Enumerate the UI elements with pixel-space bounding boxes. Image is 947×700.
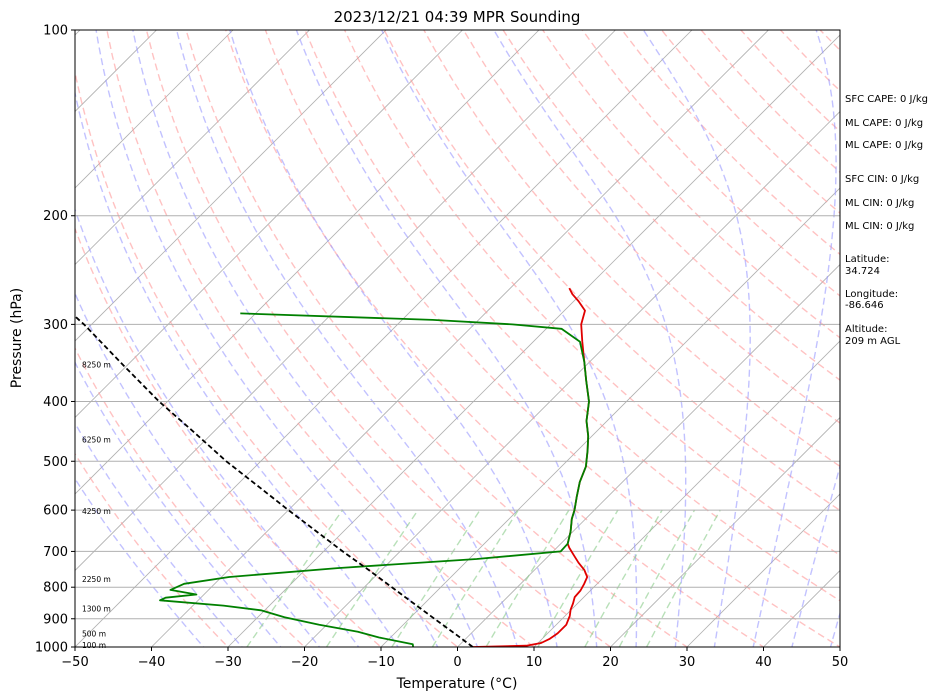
x-tick-label: 10 xyxy=(526,655,543,670)
isotherm-line xyxy=(75,30,464,419)
moist-adiabat-line xyxy=(95,30,439,647)
y-tick-label: 1000 xyxy=(35,641,68,656)
chart-title: 2023/12/21 04:39 MPR Sounding xyxy=(334,8,581,26)
dry-adiabat-line xyxy=(462,30,840,424)
dry-adiabat-line xyxy=(75,452,229,647)
moist-adiabat-line xyxy=(791,463,840,647)
moist-adiabat-line xyxy=(75,477,205,647)
x-axis: −50 −40 −30 −20 −10 0 10 20 30 40 50 xyxy=(61,647,848,670)
y-tick-label: 700 xyxy=(43,545,68,560)
moist-adiabat-line xyxy=(295,30,598,647)
moist-adiabat-line xyxy=(132,30,479,647)
x-tick-label: −30 xyxy=(214,655,241,670)
y-axis-label: Pressure (hPa) xyxy=(9,288,25,388)
sfc-cape-text: SFC CAPE: 0 J/kg xyxy=(845,94,928,105)
background-lines xyxy=(75,16,947,660)
altitude-label: Altitude: xyxy=(845,324,887,335)
dry-adiabat-line xyxy=(939,30,947,660)
moist-adiabat-line xyxy=(829,610,840,647)
altitude-markers: 100 m 500 m 1300 m 2250 m 4250 m 6250 m 8250 m xyxy=(82,360,111,650)
moist-adiabat-line xyxy=(175,30,519,647)
latitude-label: Latitude: xyxy=(845,254,890,265)
altitude-marker-label: 8250 m xyxy=(82,360,111,369)
x-tick-label: −50 xyxy=(61,655,88,670)
ml-cape-text-2: ML CAPE: 0 J/kg xyxy=(845,140,923,151)
x-tick-label: 0 xyxy=(453,655,461,670)
x-tick-label: 40 xyxy=(755,655,772,670)
ml-cape-text: ML CAPE: 0 J/kg xyxy=(845,118,923,129)
moist-adiabat-line xyxy=(229,30,558,647)
altitude-marker-label: 4250 m xyxy=(82,507,111,516)
altitude-marker-label: 2250 m xyxy=(82,575,111,584)
isotherm-line xyxy=(303,110,840,647)
isotherm-line xyxy=(686,493,840,647)
altitude-marker-label: 100 m xyxy=(82,641,106,650)
moist-adiabat-line xyxy=(642,30,751,647)
y-tick-label: 300 xyxy=(43,318,68,333)
moist-adiabat-line xyxy=(75,421,243,647)
longitude-value: -86.646 xyxy=(845,300,884,311)
y-tick-label: 900 xyxy=(43,612,68,627)
isotherm-line xyxy=(609,416,840,647)
longitude-label: Longitude: xyxy=(845,289,898,300)
ml-cin-text: ML CIN: 0 J/kg xyxy=(845,198,914,209)
isotherm-line xyxy=(75,30,693,647)
sounding-series xyxy=(75,287,590,647)
dry-adiabat-line xyxy=(383,30,840,512)
pressure-gridlines xyxy=(75,29,840,648)
plot-area xyxy=(75,30,840,647)
moist-adiabat-line xyxy=(75,360,282,647)
dry-adiabat-line xyxy=(185,30,689,647)
x-tick-label: 20 xyxy=(602,655,619,670)
x-axis-label: Temperature (°C) xyxy=(396,676,518,692)
y-tick-label: 600 xyxy=(43,504,68,519)
moist-adiabat-line xyxy=(75,89,399,647)
y-axis: 100 200 300 400 500 600 700 800 900 1000 xyxy=(35,24,75,656)
moist-adiabat-line xyxy=(75,207,360,647)
side-panel: SFC CAPE: 0 J/kg ML CAPE: 0 J/kg ML CAPE… xyxy=(845,94,928,347)
isotherm-line xyxy=(75,30,540,495)
y-tick-label: 500 xyxy=(43,455,68,470)
dry-adiabat-line xyxy=(423,30,840,468)
y-tick-label: 800 xyxy=(43,581,68,596)
x-tick-label: −10 xyxy=(367,655,394,670)
isotherm-line xyxy=(75,30,234,189)
isotherm-line xyxy=(380,187,840,647)
altitude-marker-label: 500 m xyxy=(82,630,106,639)
ml-cin-text-2: ML CIN: 0 J/kg xyxy=(845,221,914,232)
isotherm-line xyxy=(75,30,387,342)
x-tick-label: 50 xyxy=(832,655,849,670)
dry-adiabat-line xyxy=(304,30,840,602)
dry-adiabat-line xyxy=(502,30,840,382)
dewpoint-line xyxy=(159,312,590,647)
altitude-value: 209 m AGL xyxy=(845,336,901,347)
x-tick-label: −40 xyxy=(138,655,165,670)
dry-adiabat-line xyxy=(225,30,765,647)
isotherm-line xyxy=(75,30,311,266)
sfc-cin-text: SFC CIN: 0 J/kg xyxy=(845,174,919,185)
y-tick-label: 400 xyxy=(43,395,68,410)
x-tick-label: −20 xyxy=(291,655,318,670)
moist-adiabat-line xyxy=(752,30,837,647)
isotherm-line xyxy=(75,30,617,572)
dry-adiabat-line xyxy=(145,30,612,647)
parcel-path-line xyxy=(75,315,474,647)
dry-adiabat-line xyxy=(343,30,840,556)
altitude-marker-label: 6250 m xyxy=(82,436,111,445)
latitude-value: 34.724 xyxy=(845,266,880,277)
moist-adiabat-line xyxy=(75,291,321,647)
y-tick-label: 200 xyxy=(43,209,68,224)
altitude-marker-label: 1300 m xyxy=(82,605,111,614)
dry-adiabat-line xyxy=(106,30,536,647)
dry-adiabat-line xyxy=(264,30,840,647)
isotherm-line xyxy=(150,30,770,647)
x-tick-label: 30 xyxy=(679,655,696,670)
moist-adiabat-line xyxy=(493,30,687,647)
y-tick-label: 100 xyxy=(43,24,68,39)
isotherm-line xyxy=(903,16,947,660)
isotherm-line xyxy=(227,34,840,647)
